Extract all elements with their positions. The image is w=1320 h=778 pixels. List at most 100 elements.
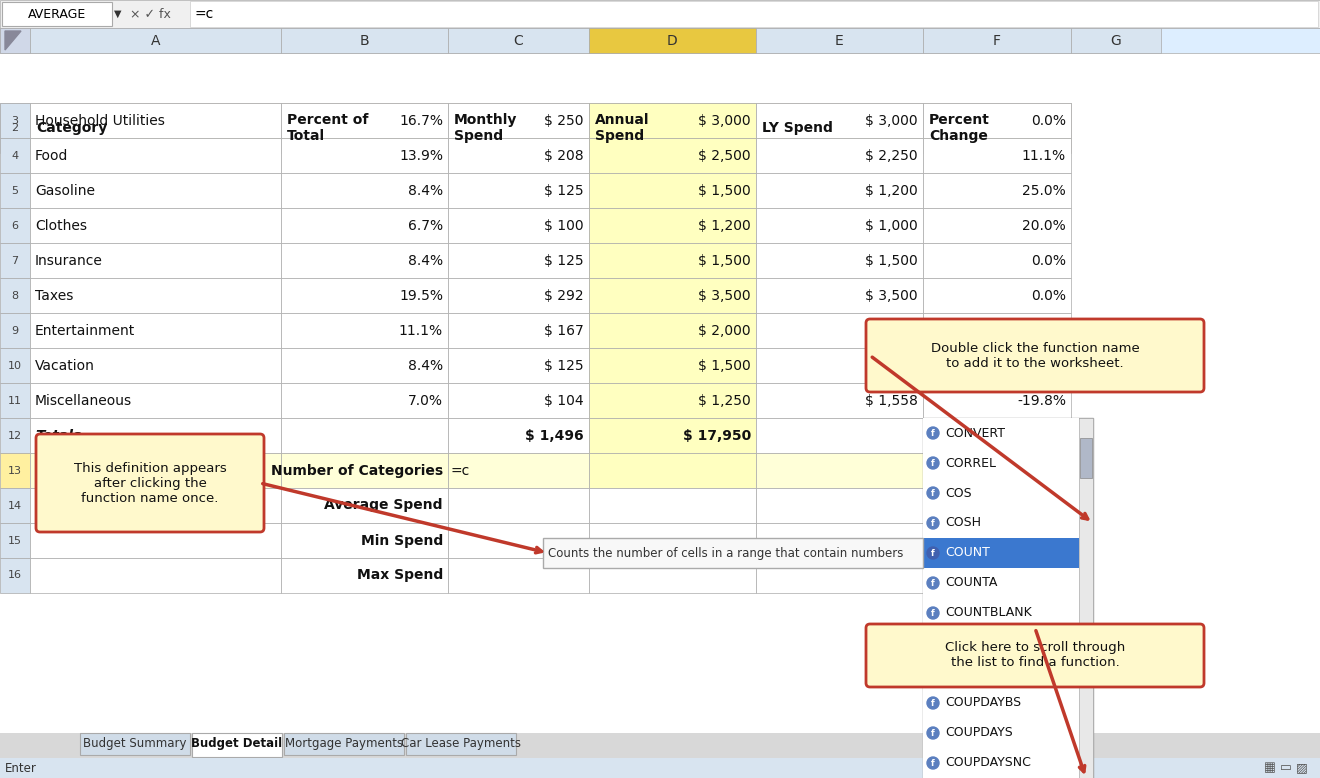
Bar: [0, 523, 30, 558]
Bar: [923, 508, 1078, 538]
Bar: [923, 628, 1078, 658]
Bar: [756, 243, 923, 278]
Bar: [923, 523, 1071, 558]
Text: 8: 8: [12, 290, 18, 300]
Text: 19.5%: 19.5%: [399, 289, 444, 303]
Bar: [923, 28, 1071, 53]
Text: COUNT: COUNT: [945, 546, 990, 559]
Bar: [281, 348, 447, 383]
Bar: [756, 453, 923, 488]
Text: =c: =c: [451, 464, 470, 478]
Bar: [30, 28, 281, 53]
Text: f: f: [931, 548, 935, 558]
Text: f: f: [931, 639, 935, 647]
Bar: [447, 28, 589, 53]
Bar: [447, 383, 589, 418]
Bar: [589, 278, 756, 313]
Bar: [923, 348, 1071, 383]
Text: $ 17,950: $ 17,950: [682, 429, 751, 443]
Bar: [30, 173, 281, 208]
Bar: [589, 523, 756, 558]
Text: $ 100: $ 100: [544, 219, 583, 233]
Text: 8.4%: 8.4%: [408, 254, 444, 268]
Bar: [0, 758, 1320, 778]
Bar: [756, 278, 923, 313]
Text: Household Utilities: Household Utilities: [36, 114, 165, 128]
Bar: [589, 348, 756, 383]
Bar: [447, 208, 589, 243]
Bar: [0, 208, 30, 243]
Text: 25.0%: 25.0%: [1022, 184, 1067, 198]
Bar: [756, 138, 923, 173]
Text: $ 2,000: $ 2,000: [698, 324, 751, 338]
Text: CORREL: CORREL: [945, 457, 997, 469]
Bar: [447, 243, 589, 278]
Text: f: f: [931, 668, 935, 678]
Text: 15: 15: [8, 535, 22, 545]
Text: Totals: Totals: [36, 429, 82, 443]
Bar: [30, 208, 281, 243]
Text: Miscellaneous: Miscellaneous: [36, 394, 132, 408]
Bar: [0, 28, 1320, 53]
Bar: [447, 313, 589, 348]
Bar: [30, 383, 281, 418]
Circle shape: [927, 457, 939, 469]
Text: Max Spend: Max Spend: [356, 569, 444, 583]
Bar: [447, 103, 589, 138]
Bar: [30, 453, 281, 488]
Circle shape: [927, 547, 939, 559]
Text: Counts the number of cells in a range that contain numbers: Counts the number of cells in a range th…: [548, 546, 903, 559]
Text: Annual
Spend: Annual Spend: [595, 113, 649, 143]
Bar: [190, 1, 1317, 27]
Bar: [756, 523, 923, 558]
Text: $ 1,250: $ 1,250: [698, 394, 751, 408]
Bar: [756, 103, 923, 138]
Text: f: f: [931, 699, 935, 707]
Text: $ 208: $ 208: [544, 149, 583, 163]
Text: Food: Food: [36, 149, 69, 163]
Bar: [923, 453, 1071, 488]
Text: COUPDAYBS: COUPDAYBS: [945, 696, 1022, 710]
Text: 5: 5: [12, 185, 18, 195]
Text: $ 2,000: $ 2,000: [866, 359, 917, 373]
Circle shape: [927, 667, 939, 679]
Text: Enter: Enter: [5, 762, 37, 775]
Bar: [923, 558, 1071, 593]
Text: $ 1,500: $ 1,500: [698, 184, 751, 198]
Text: $ 1,200: $ 1,200: [865, 184, 917, 198]
Text: COUNTIFS: COUNTIFS: [945, 667, 1008, 679]
Text: COUNTA: COUNTA: [945, 576, 998, 590]
Text: 4: 4: [12, 150, 18, 160]
Text: 13: 13: [8, 465, 22, 475]
Bar: [589, 313, 756, 348]
Text: Entertainment: Entertainment: [36, 324, 135, 338]
Bar: [447, 138, 589, 173]
Text: C: C: [513, 33, 523, 47]
Text: f: f: [931, 458, 935, 468]
Text: 20.0%: 20.0%: [1022, 219, 1067, 233]
Text: × ✓ fx: × ✓ fx: [129, 8, 170, 20]
Text: G: G: [1110, 33, 1122, 47]
Bar: [923, 478, 1078, 508]
Bar: [447, 278, 589, 313]
Bar: [191, 733, 282, 757]
Text: f: f: [931, 608, 935, 618]
Bar: [0, 103, 30, 138]
Bar: [0, 418, 30, 453]
Text: $ 2,250: $ 2,250: [866, 324, 917, 338]
Circle shape: [927, 697, 939, 709]
Text: COS: COS: [945, 486, 972, 499]
Text: $ 2,250: $ 2,250: [866, 149, 917, 163]
Text: $ 3,500: $ 3,500: [698, 289, 751, 303]
Text: Gasoline: Gasoline: [36, 184, 95, 198]
Bar: [589, 488, 756, 523]
FancyBboxPatch shape: [866, 624, 1204, 687]
Text: Double click the function name
to add it to the worksheet.: Double click the function name to add it…: [931, 342, 1139, 370]
Bar: [281, 418, 447, 453]
Bar: [756, 103, 923, 153]
Text: $ 1,500: $ 1,500: [865, 254, 917, 268]
Text: -1.: -1.: [1045, 429, 1067, 443]
Text: F: F: [993, 33, 1001, 47]
Bar: [281, 383, 447, 418]
Bar: [0, 558, 30, 593]
